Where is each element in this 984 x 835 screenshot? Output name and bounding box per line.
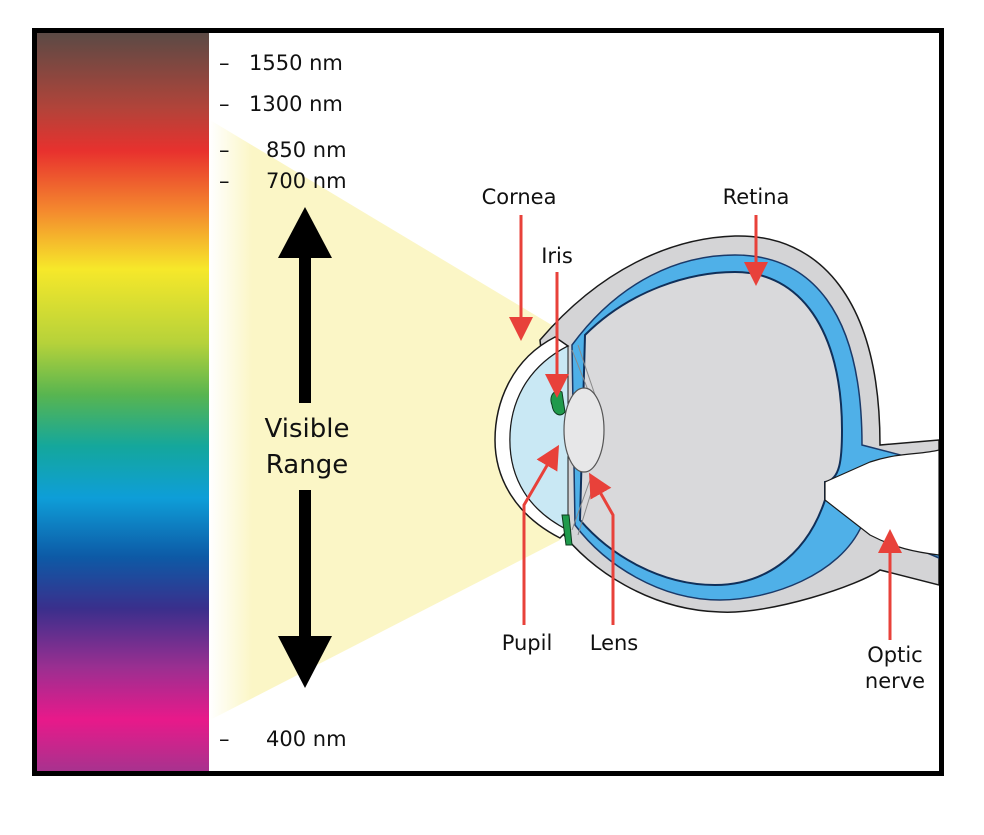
spectrum-bar bbox=[37, 33, 209, 771]
tick-850: – bbox=[219, 138, 230, 162]
arrow-down-head bbox=[278, 636, 332, 688]
label-optic: Optic bbox=[867, 643, 922, 667]
arrow-up-head bbox=[278, 207, 332, 258]
iris-lower bbox=[561, 514, 573, 546]
visible-range-line1: Visible bbox=[265, 414, 350, 444]
tick-700: – bbox=[219, 169, 230, 193]
label-pupil: Pupil bbox=[502, 631, 553, 655]
pointer-arrows bbox=[509, 215, 902, 640]
label-400nm: 400 nm bbox=[266, 727, 347, 751]
arrow-upper-shaft bbox=[299, 255, 311, 403]
pupil-pointer bbox=[522, 444, 560, 625]
label-lens: Lens bbox=[590, 631, 639, 655]
visible-range-line2: Range bbox=[266, 450, 348, 480]
diagram-frame: – 1550 nm – 1300 nm – 850 nm – 700 nm – … bbox=[32, 28, 944, 776]
label-1550nm: 1550 nm bbox=[249, 51, 343, 75]
part-labels: Cornea Iris Retina Pupil Lens Optic nerv… bbox=[482, 185, 926, 693]
tick-1300: – bbox=[219, 92, 230, 116]
wavelength-scale: – 1550 nm – 1300 nm – 850 nm – 700 nm – … bbox=[219, 51, 347, 751]
tick-400: – bbox=[219, 727, 230, 751]
visible-range-arrow: Visible Range bbox=[265, 207, 350, 688]
tick-1550: – bbox=[219, 51, 230, 75]
lens bbox=[563, 387, 605, 473]
label-700nm: 700 nm bbox=[266, 169, 347, 193]
lens-pointer bbox=[589, 472, 615, 625]
label-nerve: nerve bbox=[865, 669, 925, 693]
vitreous-body bbox=[578, 270, 844, 587]
arrow-lower-shaft bbox=[299, 490, 311, 638]
label-850nm: 850 nm bbox=[266, 138, 347, 162]
eye-cross-section bbox=[494, 235, 939, 613]
label-cornea: Cornea bbox=[482, 185, 557, 209]
label-1300nm: 1300 nm bbox=[249, 92, 343, 116]
zonular-fibers bbox=[571, 344, 596, 536]
label-retina: Retina bbox=[723, 185, 790, 209]
label-iris: Iris bbox=[541, 244, 573, 268]
eye-spectrum-diagram: – 1550 nm – 1300 nm – 850 nm – 700 nm – … bbox=[37, 33, 939, 771]
visible-light-cone bbox=[210, 120, 560, 720]
